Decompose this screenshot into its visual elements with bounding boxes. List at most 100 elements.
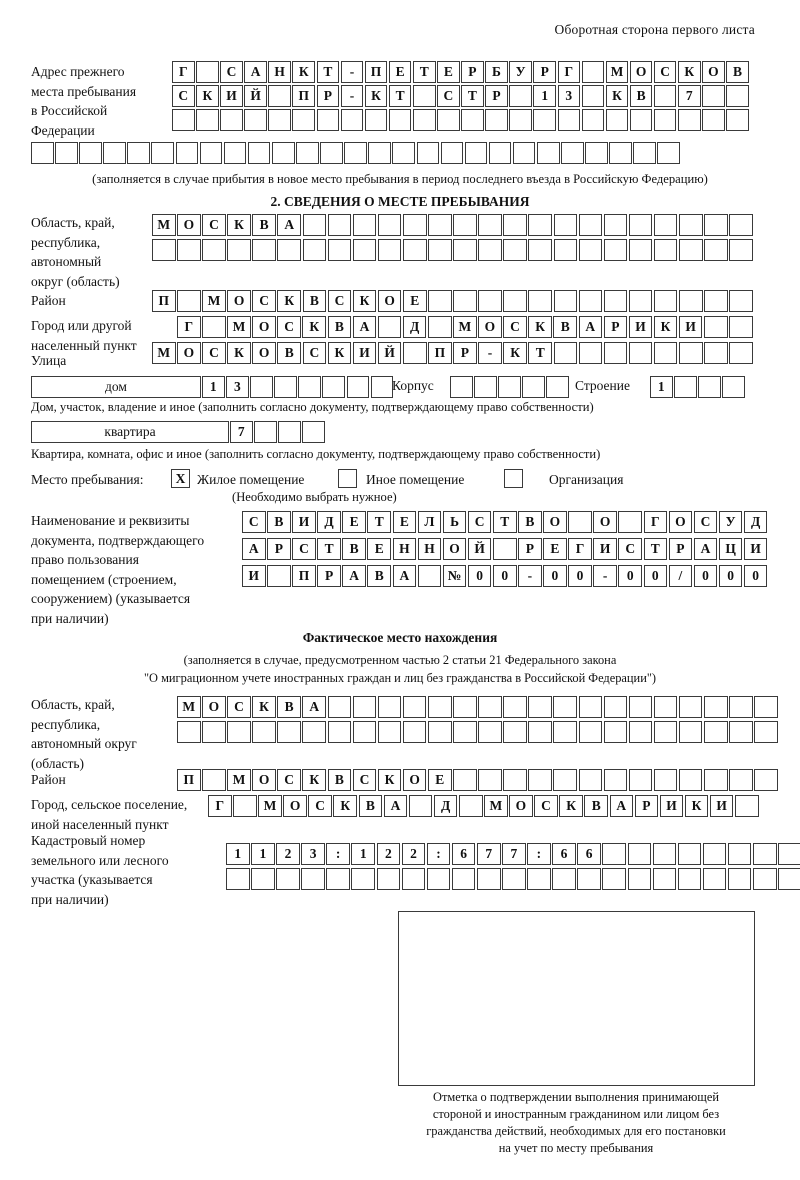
char-cell[interactable] <box>528 721 552 743</box>
char-cell[interactable]: К <box>559 795 583 817</box>
char-cell[interactable] <box>678 239 703 261</box>
char-cell[interactable] <box>678 769 703 791</box>
char-cell[interactable] <box>704 239 728 261</box>
char-cell[interactable] <box>628 721 653 743</box>
char-cell[interactable] <box>226 868 250 890</box>
char-cell[interactable] <box>450 376 473 398</box>
char-cell[interactable] <box>603 239 628 261</box>
char-cell[interactable] <box>352 214 377 236</box>
char-cell[interactable]: 6 <box>552 843 576 865</box>
char-cell[interactable] <box>417 565 442 587</box>
char-cell[interactable] <box>704 342 728 364</box>
char-cell[interactable] <box>492 538 517 560</box>
char-cell[interactable]: В <box>252 214 276 236</box>
char-cell[interactable] <box>464 142 488 164</box>
char-cell[interactable]: К <box>227 214 251 236</box>
char-cell[interactable]: Р <box>634 795 659 817</box>
char-cell[interactable]: Р <box>461 61 484 83</box>
char-cell[interactable] <box>461 109 484 131</box>
char-cell[interactable] <box>177 290 201 312</box>
char-cell[interactable]: С <box>302 342 327 364</box>
char-cell[interactable]: С <box>534 795 558 817</box>
char-cell[interactable]: И <box>352 342 377 364</box>
char-cell[interactable]: О <box>509 795 533 817</box>
char-cell[interactable]: Н <box>417 538 442 560</box>
char-cell[interactable] <box>602 843 626 865</box>
char-cell[interactable] <box>522 376 545 398</box>
char-cell[interactable] <box>152 239 176 261</box>
char-cell[interactable]: Г <box>172 61 195 83</box>
char-cell[interactable]: Д <box>433 795 458 817</box>
char-cell[interactable]: Р <box>533 61 556 83</box>
char-cell[interactable]: С <box>467 511 492 533</box>
char-cell[interactable] <box>402 721 427 743</box>
char-cell[interactable]: В <box>629 85 653 107</box>
char-cell[interactable] <box>628 342 653 364</box>
char-cell[interactable] <box>727 868 752 890</box>
char-cell[interactable]: А <box>693 538 718 560</box>
char-cell[interactable] <box>478 721 502 743</box>
char-cell[interactable] <box>752 868 777 890</box>
char-cell[interactable] <box>196 61 219 83</box>
char-cell[interactable]: Л <box>417 511 442 533</box>
char-cell[interactable] <box>553 214 578 236</box>
char-cell[interactable] <box>502 868 526 890</box>
char-cell[interactable] <box>247 142 271 164</box>
char-cell[interactable]: И <box>678 316 703 338</box>
char-cell[interactable]: 3 <box>226 376 249 398</box>
char-cell[interactable] <box>498 376 521 398</box>
char-cell[interactable] <box>172 109 195 131</box>
char-cell[interactable]: С <box>503 316 527 338</box>
char-cell[interactable] <box>271 142 295 164</box>
char-cell[interactable] <box>326 868 350 890</box>
char-cell[interactable] <box>653 214 678 236</box>
char-cell[interactable]: К <box>302 769 327 791</box>
char-cell[interactable] <box>250 376 273 398</box>
char-cell[interactable]: С <box>653 61 677 83</box>
char-cell[interactable] <box>629 109 653 131</box>
char-cell[interactable]: В <box>327 769 352 791</box>
char-cell[interactable] <box>678 342 703 364</box>
char-cell[interactable]: Т <box>528 342 552 364</box>
prev-address-overflow-cells[interactable] <box>31 142 682 164</box>
char-cell[interactable]: М <box>453 316 477 338</box>
char-cell[interactable] <box>377 239 402 261</box>
char-cell[interactable] <box>722 376 745 398</box>
char-cell[interactable]: К <box>377 769 402 791</box>
char-cell[interactable] <box>509 85 532 107</box>
char-cell[interactable]: Е <box>367 538 392 560</box>
char-cell[interactable] <box>440 142 464 164</box>
char-cell[interactable] <box>227 721 251 743</box>
char-cell[interactable]: Й <box>377 342 402 364</box>
char-cell[interactable]: Р <box>518 538 542 560</box>
char-cell[interactable]: А <box>244 61 267 83</box>
char-cell[interactable] <box>370 376 394 398</box>
char-cell[interactable] <box>703 316 728 338</box>
char-cell[interactable]: Е <box>437 61 460 83</box>
char-cell[interactable] <box>377 214 402 236</box>
char-cell[interactable] <box>302 421 325 443</box>
char-cell[interactable]: С <box>202 214 226 236</box>
char-cell[interactable] <box>653 85 677 107</box>
char-cell[interactable] <box>618 511 642 533</box>
char-cell[interactable]: А <box>578 316 603 338</box>
char-cell[interactable]: К <box>364 85 388 107</box>
char-cell[interactable]: Г <box>568 538 592 560</box>
char-cell[interactable]: И <box>659 795 684 817</box>
char-cell[interactable]: П <box>428 342 452 364</box>
char-cell[interactable]: К <box>252 696 276 718</box>
char-cell[interactable]: О <box>668 511 693 533</box>
char-cell[interactable] <box>605 109 629 131</box>
char-cell[interactable] <box>536 142 560 164</box>
char-cell[interactable]: П <box>364 61 388 83</box>
char-cell[interactable]: В <box>553 316 577 338</box>
char-cell[interactable] <box>268 109 291 131</box>
char-cell[interactable] <box>453 214 477 236</box>
char-cell[interactable]: 1 <box>251 843 275 865</box>
char-cell[interactable]: 7 <box>502 843 526 865</box>
char-cell[interactable]: П <box>177 769 201 791</box>
